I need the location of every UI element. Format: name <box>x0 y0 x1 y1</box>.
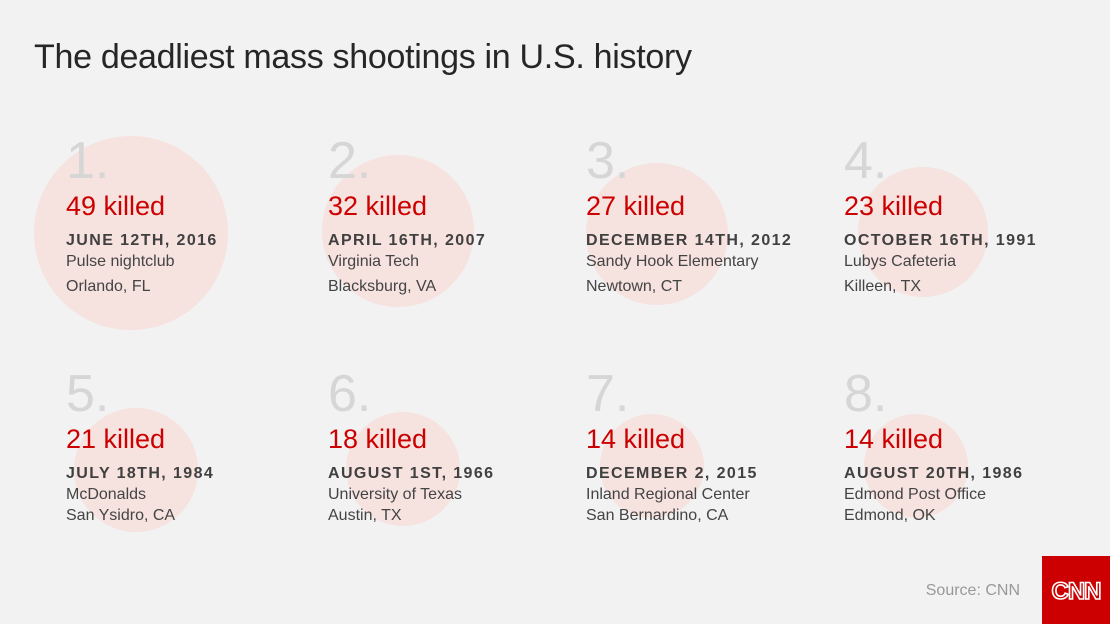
event-place: McDonalds <box>66 486 147 503</box>
casualty-circle <box>34 136 228 330</box>
killed-count: 32 killed <box>328 191 428 221</box>
cnn-logo-icon: CNN <box>1051 577 1103 605</box>
event-date: OCTOBER 16TH, 1991 <box>844 232 1037 249</box>
casualty-circle <box>864 414 968 518</box>
rank-number: 3. <box>586 132 630 190</box>
killed-count: 14 killed <box>586 424 686 454</box>
event-city: Austin, TX <box>328 507 402 524</box>
event-place: Inland Regional Center <box>586 486 750 503</box>
event-date: DECEMBER 2, 2015 <box>586 465 758 482</box>
killed-count: 18 killed <box>328 424 428 454</box>
rank-number: 8. <box>844 365 888 423</box>
event-city: Newtown, CT <box>586 278 683 295</box>
list-item: 7. 14 killed DECEMBER 2, 2015 Inland Reg… <box>586 368 836 568</box>
event-city: Killeen, TX <box>844 278 922 295</box>
svg-text:CNN: CNN <box>1052 578 1101 605</box>
event-city: Edmond, OK <box>844 507 936 524</box>
list-item: 2. 32 killed APRIL 16TH, 2007 Virginia T… <box>322 132 578 335</box>
event-place: Pulse nightclub <box>66 253 175 270</box>
event-city: San Ysidro, CA <box>66 507 176 524</box>
event-city: San Bernardino, CA <box>586 507 729 524</box>
page-title: The deadliest mass shootings in U.S. his… <box>34 38 692 76</box>
casualty-circle <box>600 414 704 518</box>
killed-count: 23 killed <box>844 191 944 221</box>
event-date: JULY 18TH, 1984 <box>66 465 215 482</box>
event-date: APRIL 16TH, 2007 <box>328 232 487 249</box>
casualty-circle <box>74 408 198 532</box>
event-date: AUGUST 1ST, 1966 <box>328 465 495 482</box>
list-item: 4. 23 killed OCTOBER 16TH, 1991 Lubys Ca… <box>844 135 1094 335</box>
killed-count: 21 killed <box>66 424 166 454</box>
event-place: Edmond Post Office <box>844 486 986 503</box>
casualty-circle <box>586 163 728 305</box>
killed-count: 49 killed <box>66 191 166 221</box>
event-date: AUGUST 20TH, 1986 <box>844 465 1024 482</box>
casualty-circle <box>346 412 460 526</box>
rank-number: 7. <box>586 365 630 423</box>
event-city: Blacksburg, VA <box>328 278 437 295</box>
list-item: 8. 14 killed AUGUST 20TH, 1986 Edmond Po… <box>844 368 1094 568</box>
event-place: University of Texas <box>328 486 462 503</box>
source-credit: Source: CNN <box>925 582 1020 599</box>
list-item: 1. 49 killed JUNE 12TH, 2016 Pulse night… <box>34 132 316 335</box>
killed-count: 14 killed <box>844 424 944 454</box>
rank-number: 2. <box>328 132 372 190</box>
rank-number: 6. <box>328 365 372 423</box>
event-place: Virginia Tech <box>328 253 420 270</box>
killed-count: 27 killed <box>586 191 686 221</box>
list-item: 3. 27 killed DECEMBER 14TH, 2012 Sandy H… <box>586 135 836 335</box>
casualty-circle <box>322 155 474 307</box>
rank-number: 1. <box>66 132 110 190</box>
cnn-logo: CNN <box>1042 556 1110 624</box>
event-date: JUNE 12TH, 2016 <box>66 232 218 249</box>
event-place: Sandy Hook Elementary <box>586 253 759 270</box>
casualty-circle <box>858 167 988 297</box>
event-date: DECEMBER 14TH, 2012 <box>586 232 793 249</box>
rank-number: 4. <box>844 132 888 190</box>
rank-number: 5. <box>66 365 110 423</box>
list-item: 6. 18 killed AUGUST 1ST, 1966 University… <box>328 368 578 568</box>
event-city: Orlando, FL <box>66 278 151 295</box>
list-item: 5. 21 killed JULY 18TH, 1984 McDonalds S… <box>66 368 316 568</box>
event-place: Lubys Cafeteria <box>844 253 957 270</box>
